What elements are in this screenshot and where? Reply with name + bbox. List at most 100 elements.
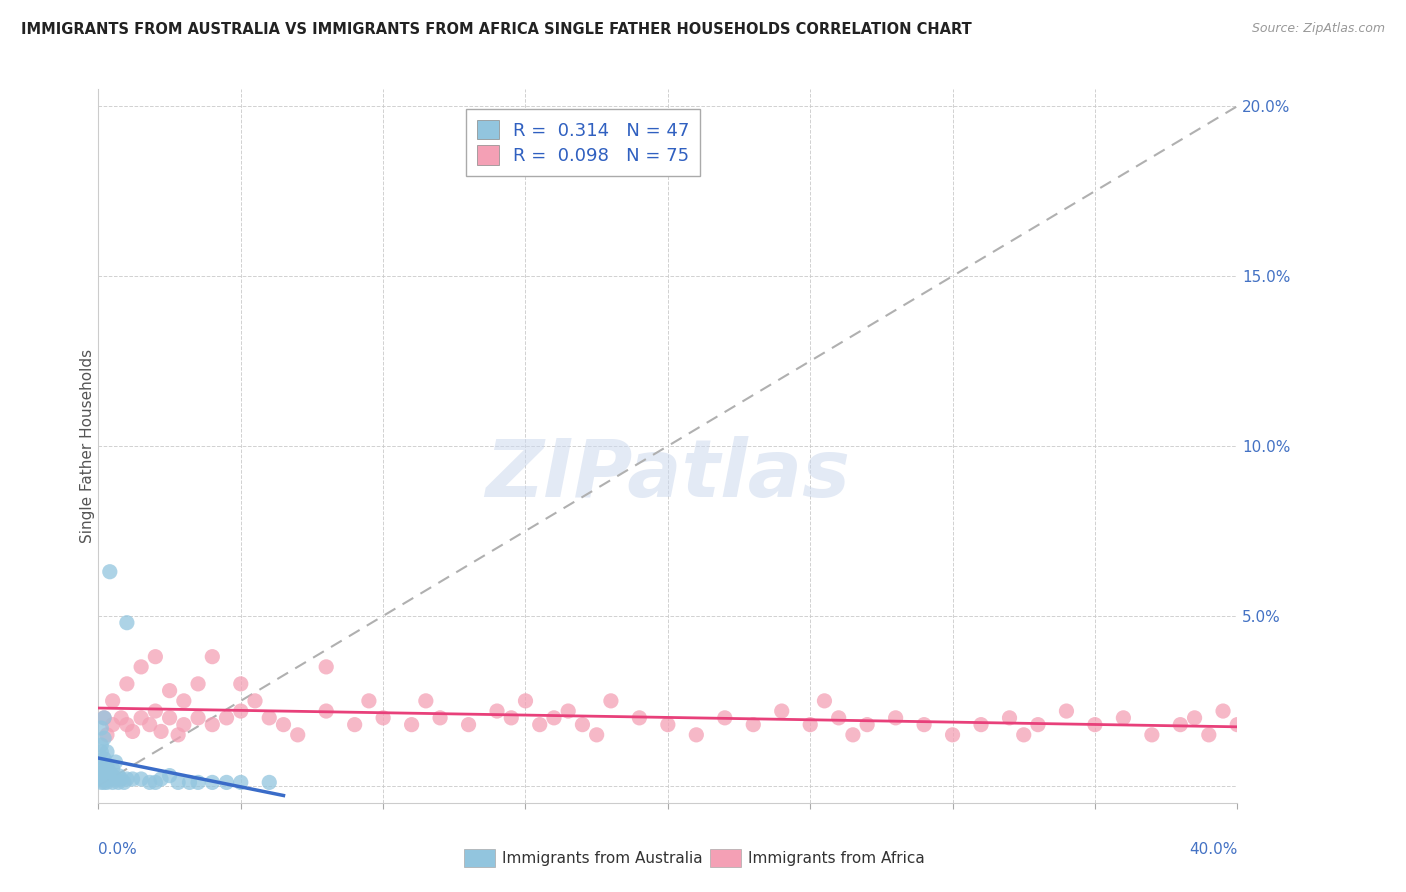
Point [93,769,115,783]
Point [129,772,152,786]
Point [96,775,118,789]
Point [742,717,765,731]
Point [150,772,173,786]
Point [457,717,479,731]
Point [357,694,380,708]
Point [115,677,138,691]
Point [145,649,167,664]
Point [229,677,252,691]
Point [415,694,437,708]
Point [93,711,115,725]
Point [96,758,118,772]
Point [942,728,965,742]
Point [107,775,129,789]
Point [90,762,112,776]
Point [98,765,121,780]
Point [101,717,124,731]
Point [657,717,679,731]
Point [429,711,451,725]
Point [1226,717,1249,731]
Point [110,711,132,725]
Point [98,565,121,579]
Point [101,694,124,708]
Point [628,711,651,725]
Point [501,711,523,725]
Point [121,772,143,786]
Point [93,751,115,765]
Point [96,772,118,786]
Point [315,704,337,718]
Point [110,772,132,786]
Point [138,717,160,731]
Point [115,772,138,786]
Point [229,775,252,789]
Point [1184,711,1206,725]
Point [96,762,118,776]
Point [145,704,167,718]
Point [167,728,190,742]
Point [1056,704,1078,718]
Point [101,775,124,789]
Point [159,769,181,783]
Point [315,660,337,674]
Point [714,711,737,725]
Point [93,772,115,786]
Point [90,745,112,759]
Point [515,694,537,708]
Point [129,711,152,725]
Point [159,683,181,698]
Point [884,711,907,725]
Point [93,775,115,789]
Point [998,711,1021,725]
Point [243,694,266,708]
Point [104,755,127,769]
Text: 40.0%: 40.0% [1189,842,1237,857]
Point [101,762,124,776]
Point [93,731,115,746]
Point [90,738,112,752]
Point [287,728,309,742]
Point [486,704,509,718]
Text: 0.0%: 0.0% [98,842,138,857]
Point [90,769,112,783]
Legend: R =  0.314   N = 47, R =  0.098   N = 75: R = 0.314 N = 47, R = 0.098 N = 75 [467,109,700,176]
Point [93,765,115,780]
Point [90,758,112,772]
Point [115,615,138,630]
Point [115,717,138,731]
Text: Source: ZipAtlas.com: Source: ZipAtlas.com [1251,22,1385,36]
Point [201,649,224,664]
Point [373,711,395,725]
Point [98,772,121,786]
Point [1212,704,1234,718]
Point [813,694,835,708]
Point [215,775,238,789]
Point [685,728,707,742]
Point [121,724,143,739]
Point [187,677,209,691]
Point [173,694,195,708]
Point [138,775,160,789]
Point [159,711,181,725]
Point [201,775,224,789]
Point [557,704,579,718]
Point [600,694,623,708]
Point [96,728,118,742]
Point [770,704,793,718]
Point [1112,711,1135,725]
Point [145,775,167,789]
Point [104,772,127,786]
Text: Immigrants from Australia: Immigrants from Australia [502,851,703,865]
Point [129,660,152,674]
Point [93,711,115,725]
Point [543,711,565,725]
Text: IMMIGRANTS FROM AUSTRALIA VS IMMIGRANTS FROM AFRICA SINGLE FATHER HOUSEHOLDS COR: IMMIGRANTS FROM AUSTRALIA VS IMMIGRANTS … [21,22,972,37]
Point [112,775,135,789]
Point [1140,728,1163,742]
Point [229,704,252,718]
Y-axis label: Single Father Households: Single Father Households [80,349,94,543]
Point [842,728,865,742]
Point [343,717,366,731]
Point [96,745,118,759]
Point [912,717,935,731]
